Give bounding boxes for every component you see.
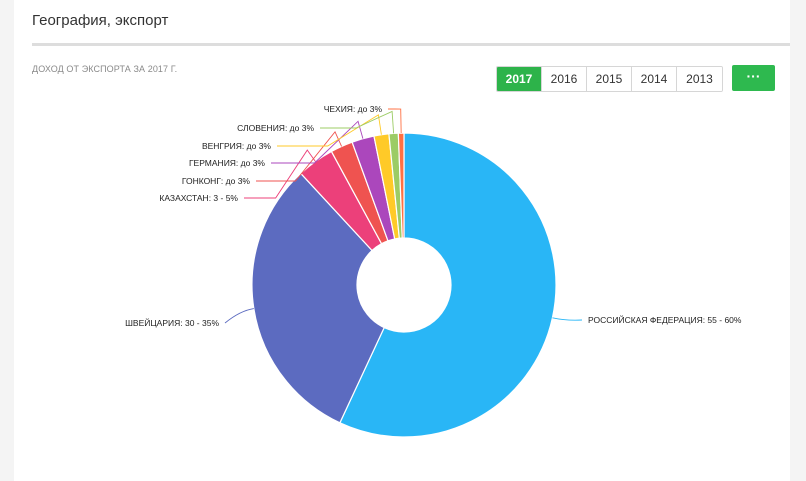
chart-subtitle: ДОХОД ОТ ЭКСПОРТА ЗА 2017 Г.: [32, 64, 178, 74]
year-button-2017[interactable]: 2017: [497, 67, 542, 91]
year-button-2014[interactable]: 2014: [632, 67, 677, 91]
slice-label: ГЕРМАНИЯ: до 3%: [189, 158, 265, 168]
slice-label: ГОНКОНГ: до 3%: [182, 176, 251, 186]
slice-label: РОССИЙСКАЯ ФЕДЕРАЦИЯ: 55 - 60%: [588, 314, 742, 325]
slice-label: ШВЕЙЦАРИЯ: 30 - 35%: [125, 317, 219, 328]
slice-label: КАЗАХСТАН: 3 - 5%: [159, 193, 238, 203]
year-button-2015[interactable]: 2015: [587, 67, 632, 91]
year-button-2013[interactable]: 2013: [677, 67, 722, 91]
leader-line: [224, 308, 254, 324]
title-divider: [32, 43, 790, 46]
leader-line: [244, 149, 316, 199]
pie-slice[interactable]: [397, 132, 405, 239]
leader-line: [277, 114, 382, 147]
pie-slice[interactable]: [339, 132, 557, 438]
ellipsis-icon: ···: [746, 68, 761, 84]
more-options-button[interactable]: ···: [732, 65, 775, 91]
leader-line: [320, 110, 395, 134]
leader-line: [388, 108, 402, 134]
slice-label: ЧЕХИЯ: до 3%: [324, 104, 383, 114]
slice-label: ВЕНГРИЯ: до 3%: [202, 141, 271, 151]
pie-slice[interactable]: [251, 172, 385, 424]
leader-line: [552, 317, 583, 321]
slice-label: СЛОВЕНИЯ: до 3%: [237, 123, 314, 133]
leader-line: [271, 120, 364, 164]
year-selector: 2017 2016 2015 2014 2013: [496, 66, 723, 92]
year-button-2016[interactable]: 2016: [542, 67, 587, 91]
card-title: География, экспорт: [32, 12, 169, 29]
